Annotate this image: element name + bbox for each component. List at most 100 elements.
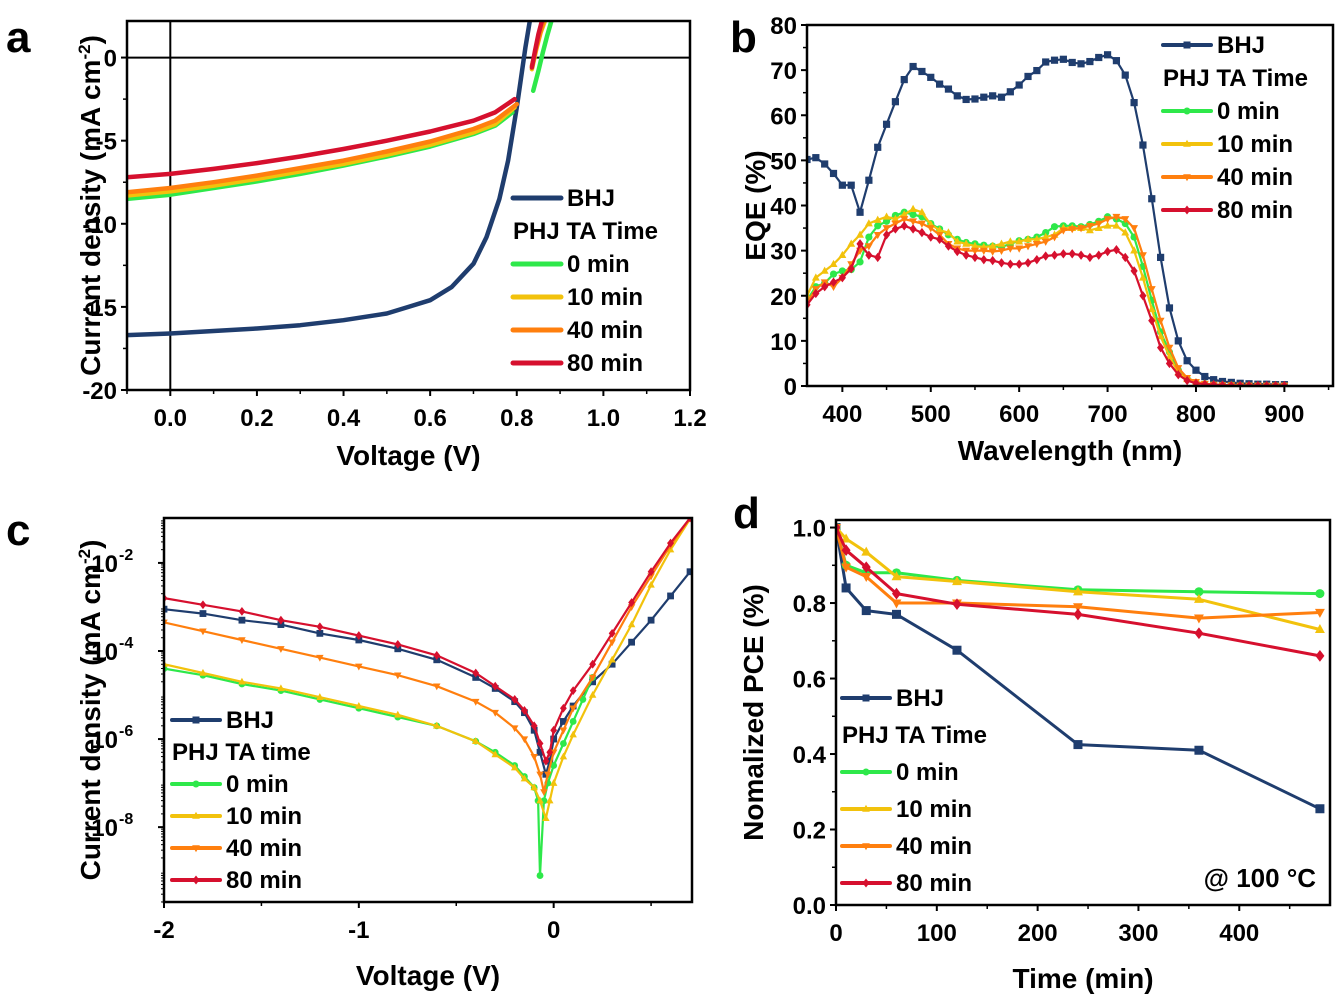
data-point-10-min [1147, 304, 1156, 313]
legend-header: PHJ TA Time [1163, 65, 1308, 92]
data-point-10-min [1314, 624, 1325, 634]
data-point-10-min [997, 239, 1006, 247]
data-point-bhj [909, 62, 917, 71]
data-point-80-min [953, 246, 961, 257]
data-point-10-min [952, 576, 962, 586]
data-point-bhj [1192, 366, 1200, 374]
data-point-80-min [433, 650, 441, 660]
data-point-0-min [909, 210, 917, 219]
data-point-10-min [838, 250, 847, 259]
legend-marker-10-min [862, 804, 870, 812]
legend-marker-0-min [862, 768, 870, 776]
data-point-40-min [891, 220, 900, 228]
legend-marker-80-min [1183, 205, 1191, 215]
legend-marker-80-min [862, 878, 870, 888]
data-point-80-min [891, 224, 900, 234]
y-tick-label: -20 [82, 378, 117, 405]
data-point-bhj [927, 73, 935, 81]
data-point-10-min [530, 783, 538, 791]
data-point-40-min [861, 573, 872, 583]
data-point-bhj [1315, 804, 1325, 814]
data-point-80-min [1157, 342, 1165, 353]
legend-label-10-min: 10 min [567, 284, 643, 311]
data-point-80-min [667, 538, 674, 548]
x-tick-label: 700 [1088, 401, 1128, 428]
legend-label-40-min: 40 min [567, 317, 643, 344]
y-tick-label: 0.6 [793, 667, 826, 694]
legend-label-0-min: 0 min [567, 251, 630, 278]
y-tick-label: 0.4 [793, 742, 827, 769]
data-point-80-min [1139, 291, 1147, 301]
data-point-80-min [918, 227, 926, 238]
data-point-80-min [355, 631, 363, 640]
legend-label-40-min: 40 min [1217, 164, 1293, 191]
data-point-bhj [997, 93, 1006, 101]
data-point-10-min [891, 214, 900, 222]
legend: BHJ PHJ TA Time 0 min 10 min 40 min 80 min [840, 685, 987, 897]
data-point-10-min [1121, 228, 1130, 236]
y-tick-label: 10 [91, 815, 118, 842]
data-point-10-min [569, 730, 577, 738]
data-point-40-min [559, 727, 568, 735]
data-point-80-min [1218, 380, 1227, 386]
data-point-10-min [608, 655, 616, 663]
data-point-10-min [520, 774, 529, 782]
data-point-10-min [882, 212, 891, 220]
data-point-10-min [355, 701, 363, 709]
data-point-80-min [1183, 375, 1191, 386]
y-axis-title-main: Current density (mA cm [75, 564, 106, 880]
data-point-40-min [1138, 252, 1147, 260]
legend-label-10-min: 10 min [896, 796, 972, 823]
data-point-40-min [926, 225, 935, 233]
x-axis-title: Time (min) [1012, 963, 1153, 994]
data-point-80-min [1024, 258, 1032, 268]
data-point-80-min [1227, 380, 1235, 386]
data-point-80-min [1148, 315, 1156, 326]
data-point-80-min [1086, 252, 1094, 263]
data-point-bhj [900, 76, 908, 84]
data-point-80-min [874, 252, 882, 263]
data-point-bhj [953, 92, 961, 100]
data-point-10-min [962, 239, 971, 247]
x-tick-label: 100 [917, 920, 957, 947]
x-tick-label: 200 [1018, 920, 1058, 947]
y-axis-title: Current density (mA cm-2) [75, 540, 106, 881]
data-point-bhj [1165, 304, 1174, 312]
data-point-10-min [491, 750, 499, 758]
data-point-10-min [559, 752, 568, 760]
data-point-80-min [936, 234, 944, 245]
legend-marker-0-min [192, 780, 200, 788]
data-point-bhj [856, 208, 864, 216]
legend-header: PHJ TA time [172, 739, 311, 766]
x-tick-label: 0 [547, 917, 560, 944]
data-point-40-min [510, 725, 519, 733]
data-point-bhj [686, 568, 692, 576]
data-point-10-min [829, 259, 838, 268]
legend-marker-40-min [1183, 174, 1191, 182]
data-point-80-min [952, 598, 962, 611]
data-point-40-min [569, 705, 577, 713]
data-point-0-min [865, 233, 873, 241]
data-point-10-min [873, 215, 882, 223]
y-tick-label: 30 [770, 239, 797, 266]
data-point-80-min [838, 273, 846, 283]
data-point-bhj [1103, 51, 1112, 59]
data-point-0-min [560, 740, 567, 747]
data-point-0-min [838, 267, 846, 275]
data-point-40-min [471, 698, 480, 706]
data-point-bhj [821, 160, 829, 168]
data-point-80-min [1077, 250, 1085, 260]
series-line-80-min [807, 224, 1286, 386]
series-group [127, 21, 554, 338]
data-point-bhj [1210, 376, 1218, 384]
data-point-10-min [891, 571, 902, 581]
y-tick-label: 70 [770, 58, 797, 85]
data-point-40-min [491, 709, 499, 717]
data-point-10-min [1156, 332, 1165, 340]
data-point-bhj [891, 609, 901, 619]
data-point-80-min [530, 721, 538, 731]
series-line-0-min [164, 667, 594, 877]
series-line-80-min [127, 96, 517, 180]
legend-label-0-min: 0 min [896, 759, 959, 786]
data-point-10-min [1006, 237, 1015, 245]
